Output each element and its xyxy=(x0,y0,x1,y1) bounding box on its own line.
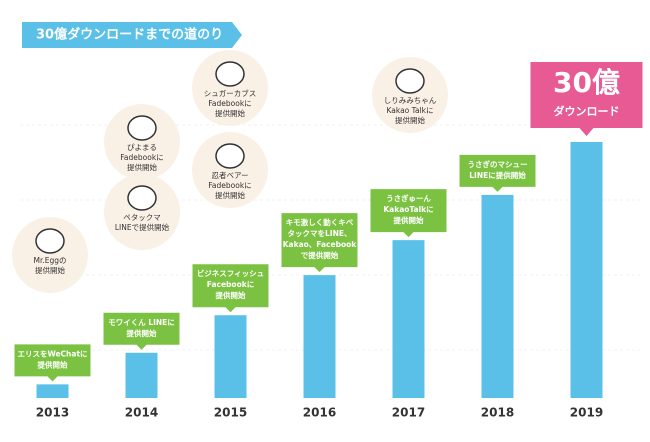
milestone-circle xyxy=(192,50,268,126)
milestone-label: LINEに提供開始 xyxy=(469,170,526,180)
milestone-circle xyxy=(192,132,268,208)
x-tick-label: 2014 xyxy=(125,406,158,420)
circle-text: Fadebookに xyxy=(208,99,251,108)
milestone-label-box xyxy=(103,312,180,350)
highlight-text: ダウンロード xyxy=(554,104,620,118)
milestone-label-box xyxy=(370,189,447,238)
milestone-label-box xyxy=(14,344,91,382)
highlight-box xyxy=(530,62,643,136)
bar xyxy=(36,384,69,398)
milestone-circle xyxy=(104,174,180,250)
character-icon xyxy=(127,115,157,141)
x-tick-label: 2013 xyxy=(36,406,69,420)
milestone-label: で提供開始 xyxy=(301,250,339,260)
x-tick-label: 2015 xyxy=(214,406,247,420)
milestone-label-box xyxy=(281,213,358,273)
circle-text: Fadebookに xyxy=(120,153,163,162)
bar xyxy=(392,240,425,398)
circle-text: 忍者ベアー xyxy=(211,171,248,180)
circle-text: 提供開始 xyxy=(127,162,157,172)
character-icon xyxy=(35,228,65,254)
milestone-label: モワイくん LINEに xyxy=(108,318,175,327)
milestone-label: 提供開始 xyxy=(38,359,68,369)
milestone-label: キモ激しく動くキベ xyxy=(286,217,354,227)
title-banner xyxy=(22,22,242,48)
bar xyxy=(570,142,603,398)
circle-text: しりみみちゃん xyxy=(384,96,437,105)
bar xyxy=(303,275,336,398)
x-tick-label: 2016 xyxy=(303,406,336,420)
milestone-label: Kakao、Facebook xyxy=(283,240,358,249)
circle-text: 提供開始 xyxy=(395,115,425,125)
circle-text: ペタックマ xyxy=(123,213,161,222)
bar xyxy=(125,352,158,398)
x-tick-label: 2019 xyxy=(570,406,603,420)
circle-text: LINEで提供開始 xyxy=(115,222,170,232)
milestone-label: うさぎゅーん xyxy=(386,193,431,203)
chart-title: 30億ダウンロードまでの道のり xyxy=(36,27,223,43)
milestone-label: 提供開始 xyxy=(216,290,246,300)
character-icon xyxy=(215,143,245,169)
x-tick-label: 2017 xyxy=(392,406,425,420)
milestone-label: タックマをLINE、 xyxy=(288,228,352,238)
milestone-label: 提供開始 xyxy=(127,328,157,338)
character-icon xyxy=(127,185,157,211)
character-icon xyxy=(395,68,425,94)
circle-text: 提供開始 xyxy=(215,108,245,118)
milestone-label: Facebookに xyxy=(207,280,254,289)
milestone-circle xyxy=(104,104,180,180)
character-icon xyxy=(215,61,245,87)
highlight-value: 30億 xyxy=(553,66,620,99)
bar xyxy=(214,315,247,398)
milestone-label: エリスをWeChatに xyxy=(17,349,87,358)
x-tick-label: 2018 xyxy=(481,406,514,420)
milestone-label: ビジネスフィッシュ xyxy=(197,268,264,278)
milestone-label: うさぎのマシュー xyxy=(468,159,528,169)
circle-text: ぴよまる xyxy=(127,143,157,152)
milestone-circle xyxy=(12,217,88,293)
circle-text: Kakao Talkに xyxy=(386,106,433,115)
bar xyxy=(481,194,514,398)
circle-text: Fadebookに xyxy=(208,181,251,190)
circle-text: Mr.Eggの xyxy=(33,256,66,265)
milestone-label-box xyxy=(192,264,269,313)
milestone-label: KakaoTalkに xyxy=(383,205,433,214)
circle-text: 提供開始 xyxy=(215,190,245,200)
circle-text: シュガーカブス xyxy=(204,88,257,98)
milestone-label: 提供開始 xyxy=(394,215,424,225)
milestone-circle xyxy=(372,57,448,133)
milestone-label-box xyxy=(459,154,536,192)
circle-text: 提供開始 xyxy=(35,265,65,275)
